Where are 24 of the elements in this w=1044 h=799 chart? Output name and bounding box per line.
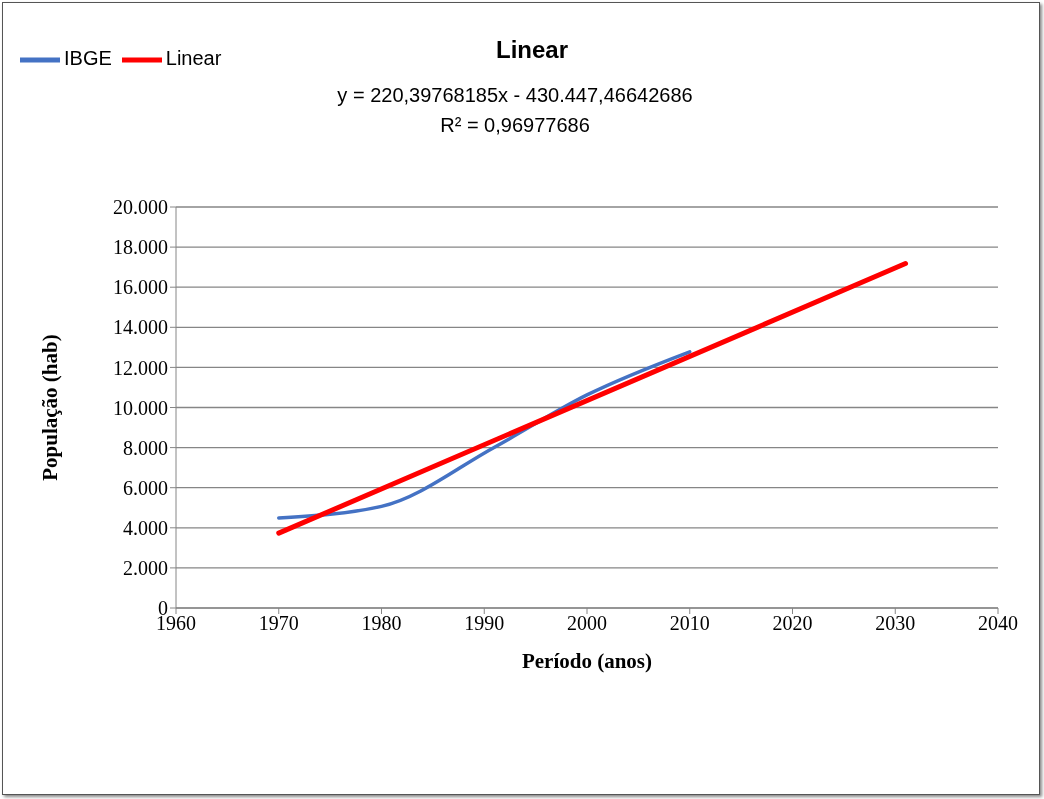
chart-title: Linear <box>495 36 569 63</box>
x-tick-label: 1970 <box>258 612 299 635</box>
y-tick-label: 2.000 <box>123 557 168 579</box>
x-tick-label: 2020 <box>772 612 813 635</box>
x-tick-label: 2040 <box>978 612 1018 635</box>
y-tick-label: 8.000 <box>123 436 168 459</box>
x-tick-label: 2000 <box>567 612 607 635</box>
y-tick-label: 12.000 <box>113 356 168 379</box>
x-axis-title: Período (anos) <box>521 649 653 673</box>
y-tick-label: 18.000 <box>113 236 168 259</box>
y-tick-label: 16.000 <box>113 276 168 299</box>
x-tick-label: 2030 <box>875 612 916 635</box>
legend-label: IBGE <box>64 47 112 70</box>
x-tick-label: 1980 <box>361 612 402 635</box>
y-tick-label: 4.000 <box>123 516 168 539</box>
legend-label: Linear <box>165 47 222 70</box>
y-tick-label: 10.000 <box>113 396 168 419</box>
x-tick-label: 1990 <box>464 612 505 635</box>
chart-subtitle: y = 220,39768185x - 430.447,46642686 R² = 0,96977686 <box>336 83 694 138</box>
y-tick-label: 14.000 <box>113 316 168 339</box>
y-axis-title: População (hab) <box>38 334 63 481</box>
y-tick-label: 6.000 <box>123 476 168 499</box>
y-tick-label: 20.000 <box>113 196 168 219</box>
x-tick-label: 2010 <box>669 612 710 635</box>
